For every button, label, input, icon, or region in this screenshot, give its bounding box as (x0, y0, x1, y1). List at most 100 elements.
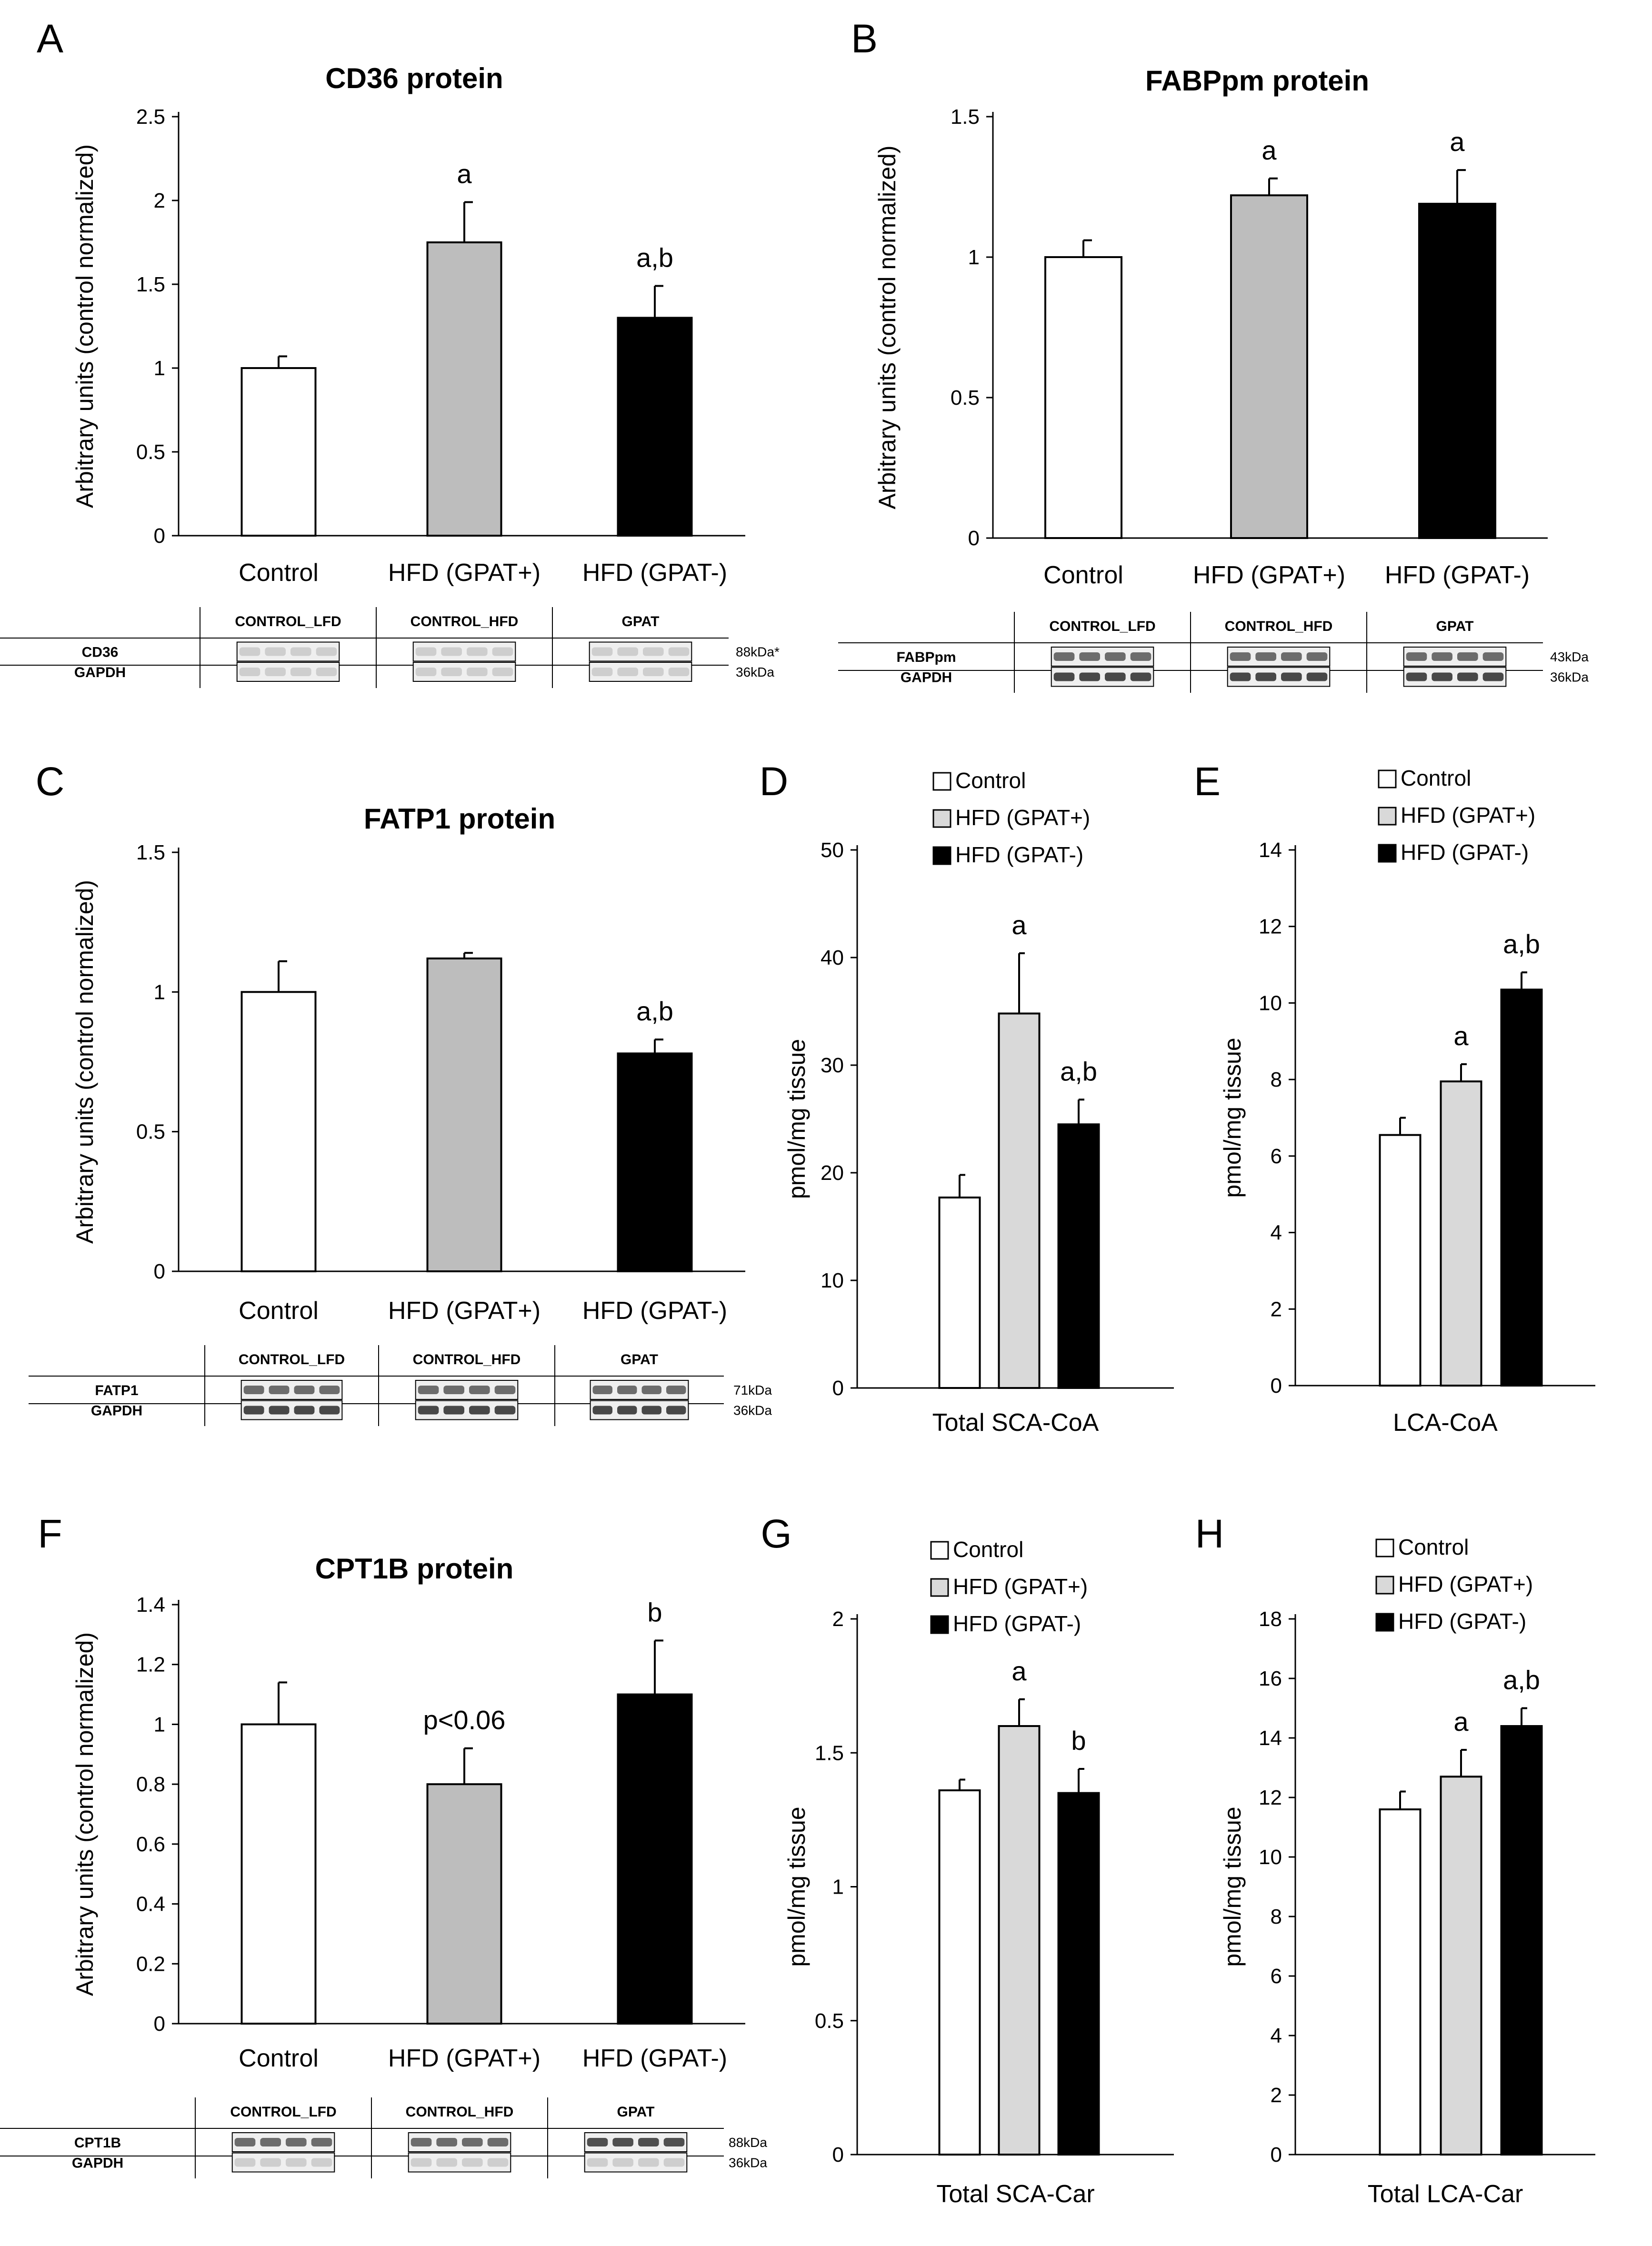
significance-label: a (1450, 127, 1465, 157)
panel-letter: B (851, 16, 878, 61)
blot-kda-label: 36kDa (733, 1403, 772, 1418)
blot-band (492, 647, 513, 656)
y-tick-label: 40 (821, 946, 844, 969)
bar-0 (240, 1723, 317, 2025)
significance-label: a (1453, 1707, 1469, 1737)
category-label: HFD (GPAT-) (582, 1297, 727, 1325)
bar-0 (1379, 1808, 1422, 2156)
blot-band (668, 647, 690, 656)
significance-label: a (457, 159, 472, 189)
bar-1 (426, 241, 502, 537)
significance-label: a,b (1060, 1056, 1097, 1086)
panel-d: D 0 10 20 30 40 50 pmol/mg tissue a a,b Total SCA-… (760, 759, 1174, 1437)
legend-swatch (1375, 1576, 1394, 1595)
blot-row-label: GAPDH (91, 1403, 142, 1419)
y-tick-label: 8 (1271, 1905, 1282, 1928)
blot-row-label: GAPDH (72, 2156, 123, 2171)
blot-band (462, 2158, 483, 2167)
y-tick-label: 1.2 (136, 1653, 165, 1677)
legend-swatch (1375, 1538, 1394, 1557)
y-tick-label: 20 (821, 1161, 844, 1185)
blot-band (1105, 652, 1126, 661)
y-tick-label: 14 (1259, 839, 1282, 862)
chart-title: FATP1 protein (364, 803, 555, 835)
bar-0 (1379, 1134, 1422, 1387)
blot-band (1281, 672, 1302, 681)
blot-band (1230, 672, 1251, 681)
blot-band (617, 1406, 637, 1415)
bar-2 (1057, 1123, 1100, 1389)
legend-swatch (932, 772, 951, 791)
y-axis-label: Arbitrary units (control normalized) (71, 144, 98, 508)
blot-band (436, 2138, 457, 2146)
blot-band (1457, 652, 1478, 661)
blot-band (1130, 672, 1151, 681)
blot-band (441, 668, 462, 676)
blot-band (410, 2158, 432, 2167)
blot-band (443, 1386, 464, 1394)
legend-label: HFD (GPAT+) (953, 1574, 1088, 1599)
legend: Control HFD (GPAT+) HFD (GPAT-) (1378, 766, 1535, 865)
x-axis-label: Total SCA-CoA (932, 1409, 1099, 1437)
y-tick-label: 0 (968, 527, 980, 550)
blot-band (1482, 652, 1504, 661)
y-tick-label: 0.4 (136, 1893, 165, 1916)
y-tick-label: 16 (1259, 1667, 1282, 1690)
significance-label: a (1011, 1656, 1027, 1686)
blot-band (286, 2138, 307, 2146)
legend-swatch (1378, 769, 1397, 789)
legend-label: Control (955, 768, 1026, 793)
blot-band (638, 2158, 659, 2167)
significance-label: a (1262, 135, 1277, 165)
legend-label: Control (953, 1537, 1023, 1562)
y-tick-label: 2 (1271, 1298, 1282, 1321)
blot-group-label: GPAT (621, 1352, 658, 1368)
y-tick-label: 10 (1259, 991, 1282, 1015)
y-tick-label: 0.5 (951, 386, 980, 409)
blot-band (234, 2138, 256, 2146)
legend-label: HFD (GPAT+) (1398, 1572, 1533, 1597)
blot-band (1406, 672, 1427, 681)
blot-band (467, 668, 488, 676)
blot-band (319, 1406, 340, 1415)
blot-group-label: GPAT (617, 2104, 655, 2120)
blot-row-label: GAPDH (74, 665, 126, 680)
panel-h: H 0 2 4 6 8 10 12 14 16 18 pmol/mg tissue a a,b Total … (1195, 1511, 1595, 2208)
blot-band (243, 1386, 264, 1394)
y-tick-label: 0.5 (815, 2009, 844, 2033)
blot-group-label: CONTROL_HFD (413, 1352, 521, 1368)
blot-kda-label: 88kDa* (736, 645, 780, 659)
y-tick-label: 8 (1271, 1068, 1282, 1091)
western-blot: CONTROL_LFD CONTROL_HFD GPAT CD36 88kDa* GAPD… (0, 607, 780, 688)
blot-kda-label: 36kDa (736, 665, 774, 679)
blot-band (587, 2138, 608, 2146)
blot-group-label: CONTROL_HFD (406, 2104, 514, 2120)
y-tick-label: 6 (1271, 1965, 1282, 1988)
category-label: HFD (GPAT-) (582, 2045, 727, 2072)
x-axis-label: Total LCA-Car (1368, 2180, 1523, 2208)
panel-e: E 0 2 4 6 8 10 12 14 pmol/mg tissue a a,b LCA-CoA Con… (1194, 759, 1595, 1437)
y-tick-label: 0.5 (136, 440, 165, 464)
y-tick-label: 14 (1259, 1727, 1282, 1750)
bar-1 (998, 1012, 1041, 1389)
y-tick-label: 0 (154, 2012, 165, 2036)
legend-swatch (932, 846, 951, 865)
y-axis-label: Arbitrary units (control normalized) (71, 880, 98, 1244)
legend-swatch (1378, 844, 1397, 863)
y-tick-label: 1.5 (136, 273, 165, 296)
blot-band (666, 1386, 686, 1394)
legend-label: HFD (GPAT-) (1401, 840, 1529, 865)
y-axis-label: pmol/mg tissue (783, 1807, 810, 1966)
blot-band (1105, 672, 1126, 681)
blot-band (487, 2138, 509, 2146)
bar-1 (426, 1783, 502, 2025)
blot-band (286, 2158, 307, 2167)
blot-band (663, 2138, 685, 2146)
y-tick-label: 1.5 (815, 1741, 844, 1765)
significance-label: b (1071, 1726, 1086, 1756)
blot-band (418, 1386, 439, 1394)
y-axis-label: pmol/mg tissue (783, 1039, 810, 1199)
y-tick-label: 6 (1271, 1145, 1282, 1168)
x-axis-label: LCA-CoA (1393, 1409, 1498, 1437)
blot-band (1255, 672, 1276, 681)
